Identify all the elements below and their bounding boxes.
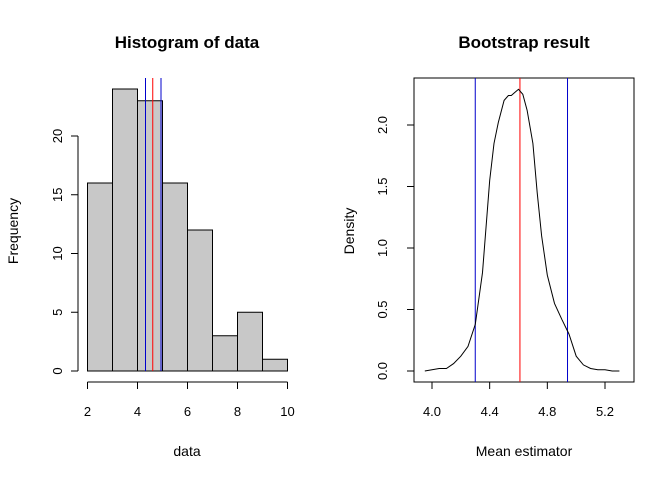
bootstrap-y-tick-label: 0.0 [375, 362, 390, 380]
histogram-y-tick-label: 5 [50, 309, 65, 316]
bootstrap-density-curve [424, 88, 620, 372]
histogram-bar [137, 100, 163, 372]
bootstrap-y-tick-label: 1.0 [375, 239, 390, 257]
histogram-bar [262, 358, 288, 372]
histogram-bar [212, 335, 238, 372]
histogram-y-tick-label: 20 [50, 129, 65, 143]
bootstrap-y-label: Density [341, 208, 357, 255]
histogram-y-tick-label: 0 [50, 367, 65, 374]
bootstrap-y-axis: 0.0 0.5 1.0 1.5 2.0 [375, 116, 414, 380]
bootstrap-panel: Bootstrap result Mean estimator Density … [341, 33, 635, 459]
bootstrap-plot-box [413, 77, 635, 383]
histogram-bar [87, 182, 113, 372]
histogram-bar [112, 88, 138, 372]
histogram-x-label: data [173, 443, 200, 459]
histogram-title: Histogram of data [115, 33, 260, 52]
histogram-bar [162, 182, 188, 372]
histogram-reference-lines [145, 78, 162, 371]
bootstrap-reference-lines [474, 78, 569, 382]
bootstrap-y-tick-label: 2.0 [375, 116, 390, 134]
bootstrap-x-axis: 4.0 4.4 4.8 5.2 [423, 382, 614, 419]
histogram-y-tick-label: 15 [50, 188, 65, 202]
histogram-panel: Histogram of data data Frequency 2 4 6 8 10 … [5, 33, 295, 459]
histogram-y-tick-label: 10 [50, 246, 65, 260]
bootstrap-x-tick-label: 4.4 [481, 404, 499, 419]
histogram-x-axis: 2 4 6 8 10 [84, 381, 295, 419]
bootstrap-y-tick-label: 0.5 [375, 300, 390, 318]
histogram-x-tick-label: 4 [134, 404, 141, 419]
histogram-bars [87, 88, 288, 372]
bootstrap-x-tick-label: 5.2 [596, 404, 614, 419]
bootstrap-y-tick-label: 1.5 [375, 177, 390, 195]
histogram-x-tick-label: 8 [234, 404, 241, 419]
histogram-y-label: Frequency [5, 198, 21, 264]
histogram-x-tick-label: 2 [84, 404, 91, 419]
histogram-bar [237, 311, 263, 372]
histogram-x-tick-label: 10 [280, 404, 294, 419]
bootstrap-title: Bootstrap result [458, 33, 590, 52]
histogram-bar [187, 229, 213, 372]
histogram-x-tick-label: 6 [184, 404, 191, 419]
histogram-y-axis: 0 5 10 15 20 [50, 129, 79, 375]
bootstrap-x-tick-label: 4.0 [423, 404, 441, 419]
bootstrap-x-label: Mean estimator [476, 443, 573, 459]
bootstrap-x-tick-label: 4.8 [538, 404, 556, 419]
